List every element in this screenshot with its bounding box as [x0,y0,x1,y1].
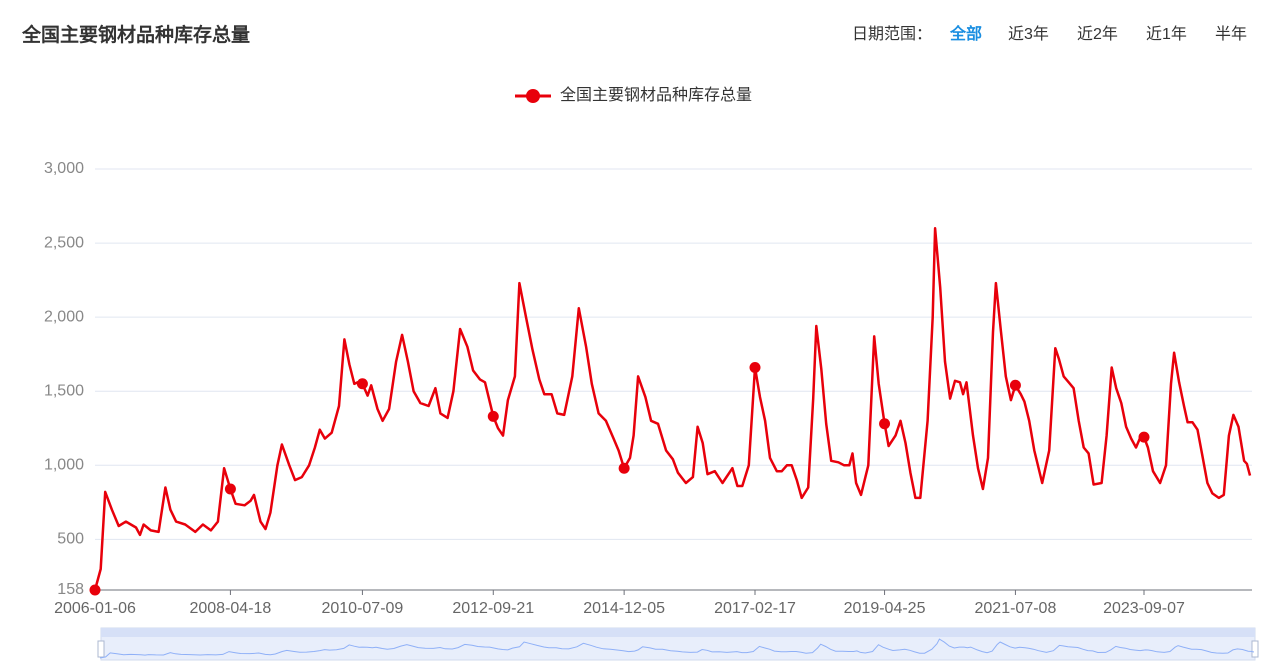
legend-label[interactable]: 全国主要钢材品种库存总量 [560,86,752,104]
range-option[interactable]: 近3年 [1008,25,1049,43]
series-marker [356,378,368,390]
x-tick-label: 2012-09-21 [452,600,534,617]
range-option[interactable]: 全部 [949,24,982,43]
series-marker [224,483,236,495]
y-tick-label: 500 [57,531,84,548]
y-tick-label: 3,000 [44,160,84,177]
x-tick-label: 2019-04-25 [844,600,926,617]
series-marker [1009,379,1021,391]
zoom-handle[interactable] [1251,640,1259,658]
chart-title: 全国主要钢材品种库存总量 [21,23,250,46]
range-option[interactable]: 近1年 [1146,25,1187,43]
zoom-handle[interactable] [97,640,105,658]
x-tick-label: 2008-04-18 [189,600,271,617]
x-tick-label: 2023-09-07 [1103,600,1185,617]
range-option[interactable]: 半年 [1215,25,1247,43]
x-tick-label: 2010-07-09 [321,600,403,617]
y-tick-label: 2,500 [44,234,84,251]
series-marker [1138,431,1150,443]
y-tick-label: 1,000 [44,456,84,473]
series-marker [618,462,630,474]
series-marker [749,362,761,374]
series-marker [487,410,499,422]
x-tick-label: 2021-07-08 [975,600,1057,617]
x-tick-label: 2006-01-06 [54,600,136,617]
zoom-preview-line [99,638,1255,659]
y-tick-label: 2,000 [44,308,84,325]
zoom-bar[interactable] [101,628,1255,637]
y-tick-label: 1,500 [44,382,84,399]
range-label: 日期范围： [852,25,932,43]
series-marker [879,418,891,430]
legend-marker [526,89,540,103]
range-option[interactable]: 近2年 [1077,25,1118,43]
x-tick-label: 2014-12-05 [583,600,665,617]
series-marker [89,584,101,596]
series-line [93,227,1252,591]
x-tick-label: 2017-02-17 [714,600,796,617]
y-tick-label: 158 [57,581,84,598]
